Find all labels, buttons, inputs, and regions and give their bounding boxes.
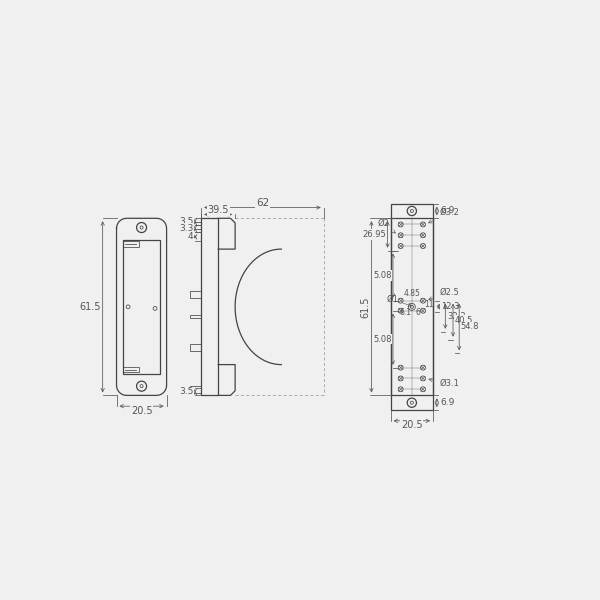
Text: 6.9: 6.9 bbox=[440, 206, 455, 215]
Text: 26.95: 26.95 bbox=[362, 230, 386, 239]
Bar bbox=[190, 314, 201, 319]
Text: 3.3: 3.3 bbox=[179, 224, 194, 233]
Bar bbox=[190, 344, 201, 351]
Text: 61.5: 61.5 bbox=[80, 302, 101, 312]
Text: 4.85: 4.85 bbox=[403, 289, 420, 298]
Text: Ø3.2: Ø3.2 bbox=[428, 208, 459, 223]
Bar bbox=[391, 218, 433, 395]
Text: Ø1: Ø1 bbox=[386, 295, 412, 307]
Bar bbox=[190, 386, 201, 393]
Text: 20.5: 20.5 bbox=[131, 406, 152, 416]
Text: 5.08: 5.08 bbox=[373, 335, 391, 344]
Text: 32.3: 32.3 bbox=[447, 311, 466, 320]
Bar bbox=[391, 203, 433, 410]
Text: Ø3.1: Ø3.1 bbox=[429, 378, 459, 388]
Bar bbox=[190, 222, 201, 229]
Text: Ø2.5: Ø2.5 bbox=[429, 287, 459, 300]
Text: Ø2: Ø2 bbox=[377, 219, 395, 233]
Bar bbox=[124, 241, 139, 247]
Text: 6.9: 6.9 bbox=[440, 398, 455, 407]
Bar bbox=[124, 367, 139, 372]
Text: 4: 4 bbox=[188, 232, 194, 241]
Text: 62: 62 bbox=[256, 198, 269, 208]
Text: 61.5: 61.5 bbox=[360, 296, 370, 317]
Text: 20.5: 20.5 bbox=[401, 421, 422, 430]
Text: 40.5: 40.5 bbox=[455, 316, 473, 325]
Text: 54.8: 54.8 bbox=[461, 322, 479, 331]
Text: 6: 6 bbox=[416, 308, 421, 317]
Bar bbox=[123, 240, 160, 374]
Text: 11: 11 bbox=[424, 300, 434, 309]
Text: 3.5: 3.5 bbox=[179, 388, 194, 397]
Bar bbox=[190, 292, 201, 298]
Text: 3.5: 3.5 bbox=[179, 217, 194, 226]
Text: 12.3: 12.3 bbox=[441, 302, 459, 311]
Bar bbox=[201, 218, 218, 395]
Text: 39.5: 39.5 bbox=[208, 205, 229, 215]
Text: 5.08: 5.08 bbox=[373, 271, 391, 280]
Text: 6.1: 6.1 bbox=[400, 308, 412, 317]
